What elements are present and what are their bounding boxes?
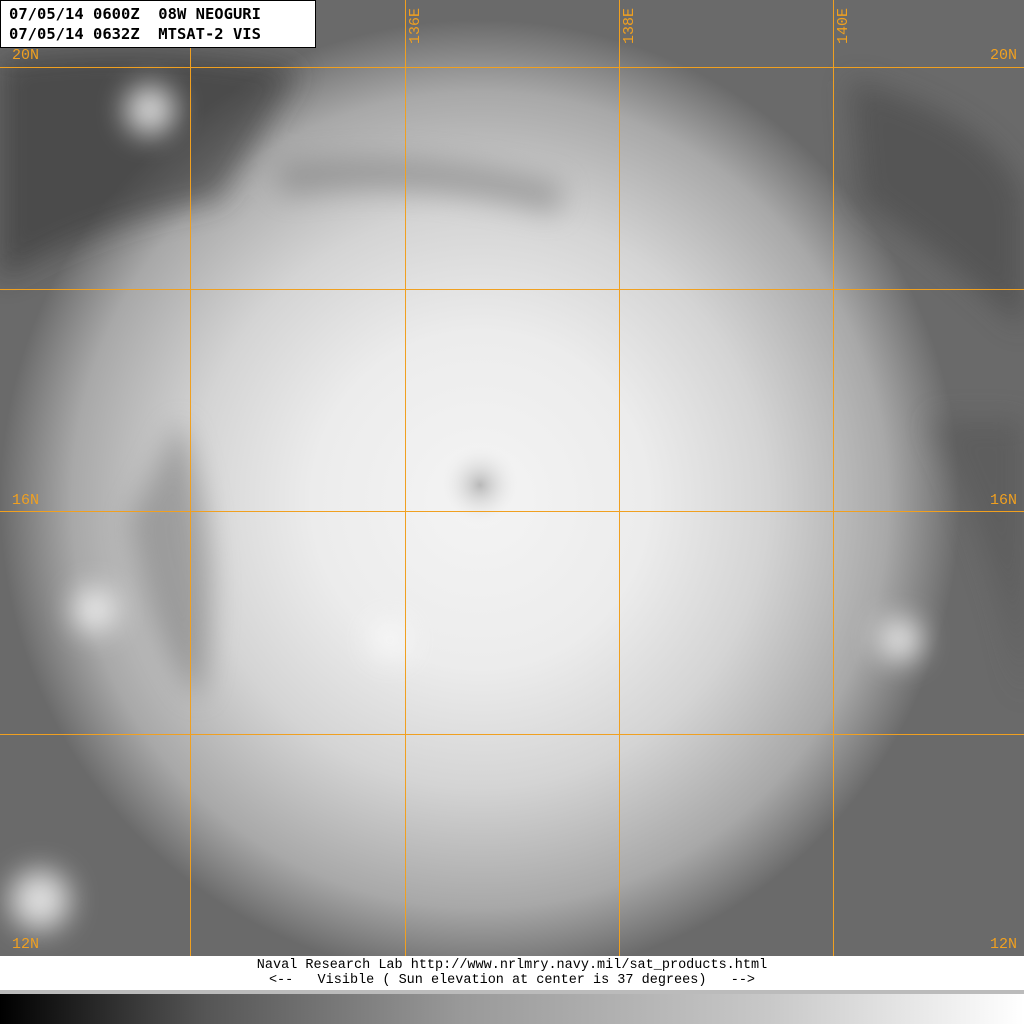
header-line-2: 07/05/14 0632Z MTSAT-2 VIS xyxy=(9,25,261,43)
colorbar-edge xyxy=(0,990,1024,994)
longitude-line-138e xyxy=(619,0,620,990)
footer-credit-line: Naval Research Lab http://www.nrlmry.nav… xyxy=(256,958,768,973)
lon-label-140e: 140E xyxy=(835,7,852,44)
lon-label-136e: 136E xyxy=(407,7,424,44)
image-info-header: 07/05/14 0600Z 08W NEOGURI 07/05/14 0632Z… xyxy=(0,0,316,48)
longitude-line-134e xyxy=(190,0,191,990)
grayscale-colorbar xyxy=(0,994,1024,1024)
lat-label-12n-left: 12N xyxy=(12,936,40,953)
longitude-line-136e xyxy=(405,0,406,990)
lat-label-20n-left: 20N xyxy=(12,47,40,64)
footer-channel-line: <-- Visible ( Sun elevation at center is… xyxy=(268,973,756,988)
latitude-line-18n xyxy=(0,289,1024,290)
latitude-line-14n xyxy=(0,734,1024,735)
latitude-line-16n xyxy=(0,511,1024,512)
latitude-line-20n xyxy=(0,67,1024,68)
lat-label-12n-right: 12N xyxy=(990,936,1018,953)
longitude-line-140e xyxy=(833,0,834,990)
lat-label-16n-left: 16N xyxy=(12,492,40,509)
header-line-1: 07/05/14 0600Z 08W NEOGURI xyxy=(9,5,261,23)
lat-label-16n-right: 16N xyxy=(990,492,1018,509)
lon-label-138e: 138E xyxy=(621,7,638,44)
credit-footer: Naval Research Lab http://www.nrlmry.nav… xyxy=(0,956,1024,990)
lat-label-20n-right: 20N xyxy=(990,47,1018,64)
